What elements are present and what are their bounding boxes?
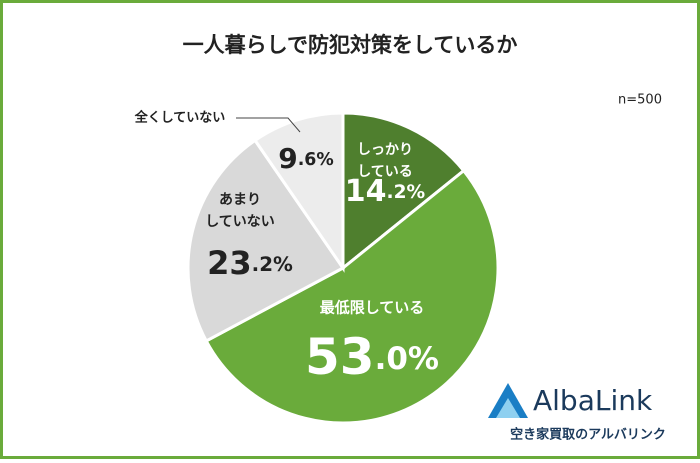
leader-line xyxy=(236,117,301,133)
chart-title: 一人暮らしで防犯対策をしているか xyxy=(183,33,518,57)
value-label: 14.2% xyxy=(345,174,426,209)
pie-slice xyxy=(204,168,500,425)
slice-label: 全くしていない xyxy=(134,110,226,126)
slice-label: 最低限している xyxy=(320,299,425,317)
slice-label: あまり xyxy=(219,192,261,208)
logo: AlbaLink 空き家買取のアルバリンク xyxy=(488,383,666,443)
logo-tagline: 空き家買取のアルバリンク xyxy=(510,427,666,443)
slice-label: していない xyxy=(205,214,275,230)
slice-label: しっかり xyxy=(357,142,413,158)
logo-icon xyxy=(496,398,520,418)
pie-slice xyxy=(252,111,345,273)
value-label: 53.0% xyxy=(305,328,439,386)
logo-name: AlbaLink xyxy=(533,384,653,417)
value-label: 23.2% xyxy=(207,244,293,282)
note: n=500 xyxy=(618,93,662,108)
pie-slice xyxy=(186,138,346,343)
slice-label: している xyxy=(357,164,413,180)
pie-slice xyxy=(341,111,466,272)
value-label: 9.6% xyxy=(278,142,334,175)
